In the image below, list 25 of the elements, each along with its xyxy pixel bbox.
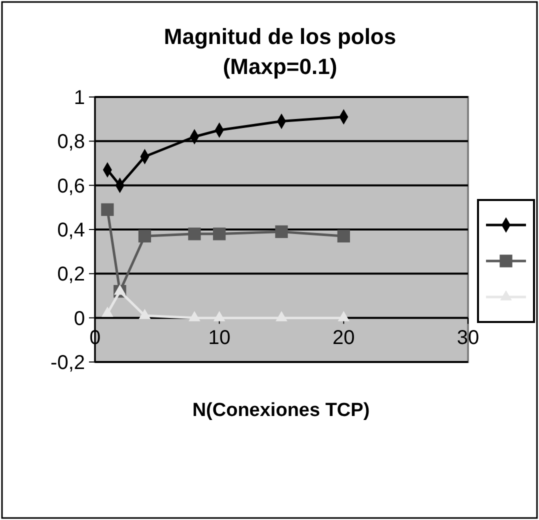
- y-tick-label: 0,8: [57, 131, 85, 154]
- point: [275, 225, 288, 238]
- point: [213, 228, 226, 240]
- y-tick-label: 0,4: [57, 220, 85, 242]
- y-tick-label: 1: [74, 87, 85, 109]
- y-tick-label: -0,2: [50, 352, 85, 374]
- x-tick-label: 30: [456, 326, 480, 349]
- y-tick-label: 0,6: [57, 175, 85, 198]
- point: [188, 311, 200, 322]
- point: [114, 284, 126, 295]
- chart-title: Magnitud de los polos (Maxp=0.1): [164, 24, 396, 79]
- x-axis-title: N(Conexiones TCP): [192, 400, 370, 421]
- y-tick-label: 0,2: [57, 264, 85, 286]
- point: [188, 228, 201, 240]
- point: [213, 311, 226, 322]
- point: [102, 306, 114, 317]
- x-tick-label: 20: [332, 326, 355, 349]
- point: [338, 311, 350, 322]
- point: [138, 230, 152, 242]
- x-tick-label: 10: [208, 326, 230, 349]
- point: [337, 230, 350, 242]
- y-tick-label: 0: [74, 308, 85, 330]
- point: [276, 311, 288, 322]
- point: [101, 203, 114, 216]
- point: [138, 308, 151, 320]
